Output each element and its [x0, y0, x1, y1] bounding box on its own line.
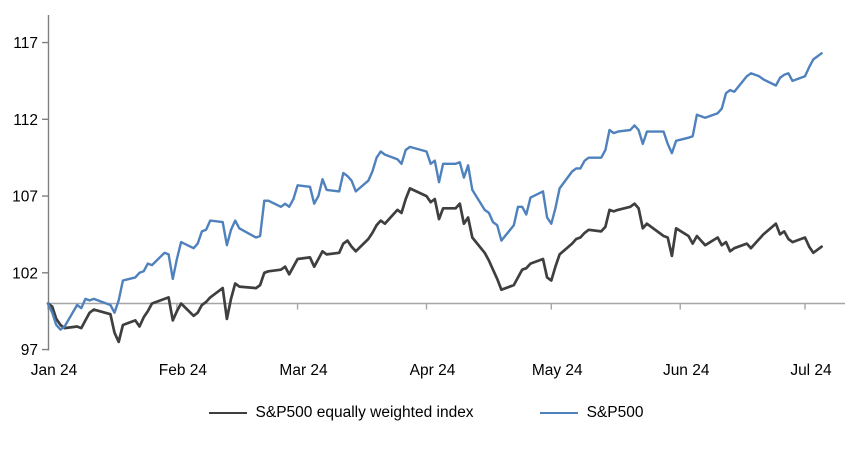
y-axis-label: 102: [12, 265, 38, 282]
x-axis-label: Feb 24: [159, 362, 208, 379]
equal-weight-line-swatch: [208, 412, 247, 414]
y-axis-label: 117: [13, 35, 38, 52]
y-axis-label: 112: [13, 112, 38, 129]
legend-label-sp500: S&P500: [586, 404, 644, 421]
x-axis-label: Apr 24: [410, 362, 456, 379]
equal-weight-series-line: [46, 187, 823, 344]
legend-item-sp500: S&P500: [539, 404, 644, 422]
x-axis-label: May 24: [532, 362, 583, 379]
y-axis-label: 97: [21, 342, 38, 359]
x-axis-label: Jan 24: [31, 362, 78, 379]
x-axis-label: Mar 24: [279, 362, 328, 379]
x-axis-label: Jul 24: [790, 362, 832, 379]
legend-label-equal-weight: S&P500 equally weighted index: [255, 404, 474, 421]
legend-item-equal-weight: S&P500 equally weighted index: [208, 404, 474, 422]
y-axis-label: 107: [12, 189, 38, 206]
x-axis-label: Jun 24: [663, 362, 710, 379]
sp500-series-line: [46, 52, 823, 331]
line-chart: Jan 24 Feb 24 Mar 24 Apr 24 May 24 Jun 24 Jul …: [12, 15, 845, 379]
sp500-line-swatch: [539, 412, 578, 414]
chart-legend: S&P500 equally weighted index S&P500: [0, 404, 852, 422]
